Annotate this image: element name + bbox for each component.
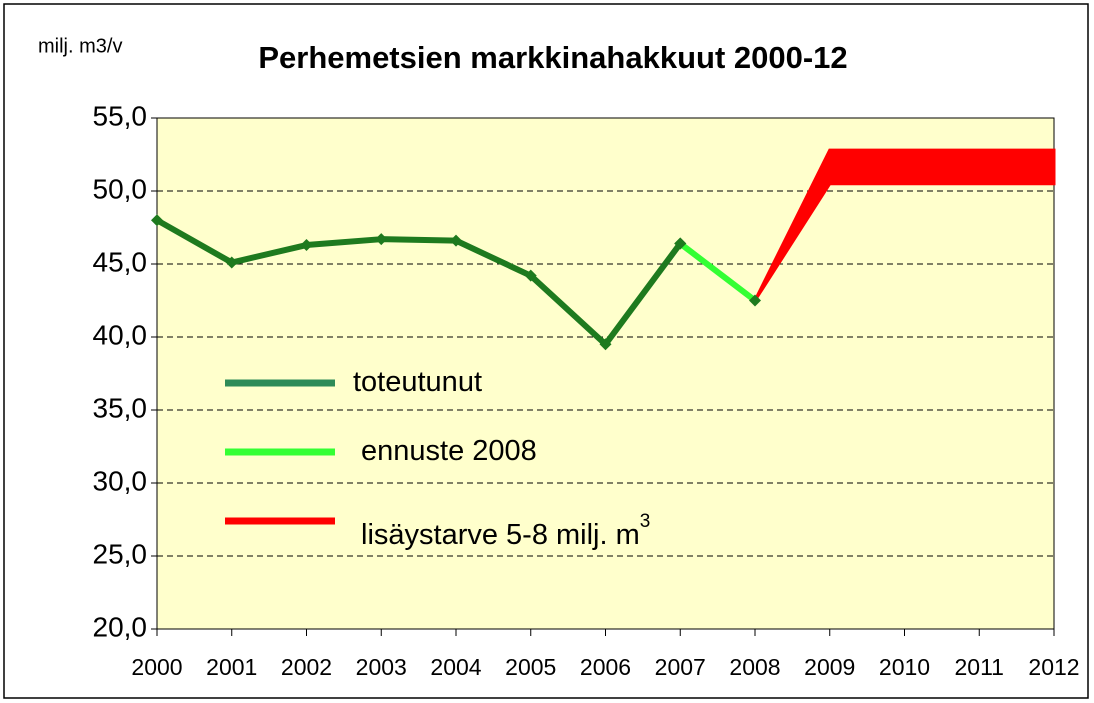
x-tick-label: 2007 (655, 654, 706, 680)
x-tick-label: 2000 (131, 654, 182, 680)
marker (375, 233, 388, 246)
marker (524, 269, 537, 282)
y-tick-label: 55,0 (93, 100, 148, 131)
x-tick-label: 2005 (505, 654, 556, 680)
x-tick-label: 2009 (804, 654, 855, 680)
y-tick-label: 35,0 (93, 392, 148, 423)
x-tick-label: 2008 (729, 654, 780, 680)
x-tick-label: 2003 (356, 654, 407, 680)
marker (674, 237, 687, 250)
marker (599, 338, 612, 351)
y-tick-label: 20,0 (93, 611, 148, 642)
series-line (678, 241, 757, 303)
y-tick-label: 40,0 (93, 319, 148, 350)
legend-text: ennuste 2008 (361, 435, 537, 467)
y-tick-label: 50,0 (93, 173, 148, 204)
x-tick-label: 2012 (1028, 654, 1079, 680)
legend-label: toteutunut (353, 366, 482, 398)
legend-text: lisäystarve 5-8 milj. m (361, 519, 640, 551)
marker (225, 256, 238, 269)
plot-area (156, 117, 1055, 630)
legend-superscript: 3 (640, 511, 651, 532)
legend-label: lisäystarve 5-8 milj. m3 (361, 511, 650, 551)
y-tick-label: 30,0 (93, 465, 148, 496)
marker (151, 214, 163, 227)
legend-label: ennuste 2008 (361, 435, 537, 467)
x-tick-label: 2006 (580, 654, 631, 680)
band (753, 148, 1056, 302)
x-tick-label: 2010 (879, 654, 930, 680)
chart-title: Perhemetsien markkinahakkuut 2000-12 (258, 40, 847, 75)
x-tick-label: 2004 (430, 654, 481, 680)
x-tick-label: 2002 (281, 654, 332, 680)
legend-text: toteutunut (353, 366, 482, 398)
marker (749, 294, 761, 307)
y-tick-label: 25,0 (93, 538, 148, 569)
marker (450, 234, 462, 247)
y-axis-label: milj. m3/v (38, 35, 122, 57)
x-tick-label: 2011 (955, 654, 1004, 680)
series-line (155, 217, 683, 348)
y-tick-label: 45,0 (93, 246, 148, 277)
x-tick-label: 2001 (206, 654, 257, 680)
marker (300, 239, 313, 252)
